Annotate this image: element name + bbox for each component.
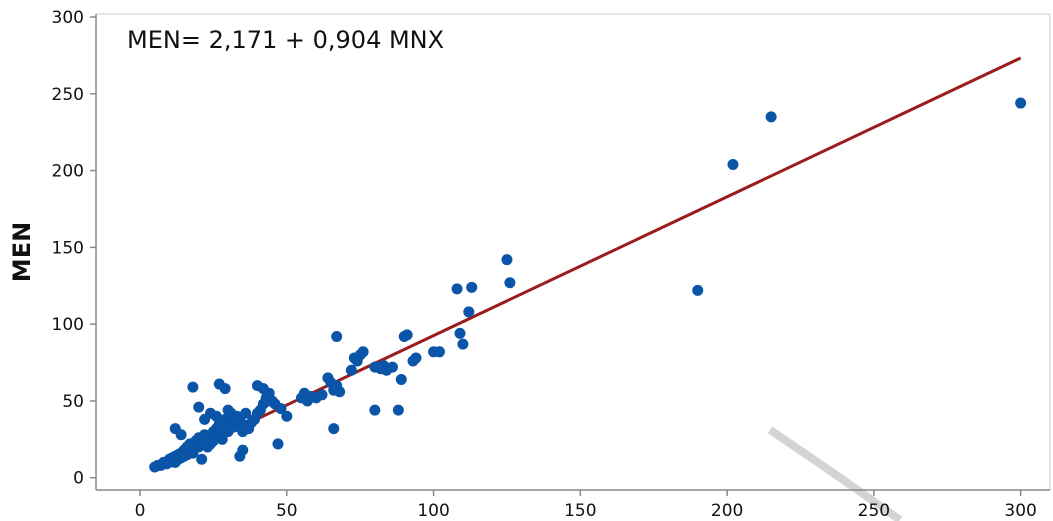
x-tick-label: 300 (1004, 501, 1036, 521)
regression-equation: MEN= 2,171 + 0,904 MNX (127, 26, 444, 54)
data-point (1015, 97, 1027, 109)
data-point (357, 346, 369, 358)
y-tick-label: 50 (62, 392, 84, 412)
data-point (457, 338, 469, 350)
data-point (454, 327, 466, 339)
y-tick-label: 250 (52, 85, 84, 105)
data-point (463, 306, 475, 318)
data-point (765, 111, 777, 123)
data-point (331, 330, 343, 342)
y-tick-label: 150 (52, 238, 84, 258)
data-point (334, 386, 346, 398)
data-point (263, 395, 275, 407)
data-point (392, 404, 404, 416)
y-tick-label: 100 (52, 315, 84, 335)
data-point (216, 416, 228, 428)
data-point (692, 284, 704, 296)
data-point (466, 281, 478, 293)
x-tick-label: 150 (564, 501, 596, 521)
data-point (410, 352, 422, 364)
data-point (275, 403, 287, 415)
data-point (369, 404, 381, 416)
data-point (272, 438, 284, 450)
data-point (501, 254, 513, 266)
data-point (257, 383, 269, 395)
axes: 0 50 100 150 200 250 300 0 50 100 150 200 250 300 (52, 8, 1051, 521)
data-point (216, 433, 228, 445)
data-point (240, 407, 252, 419)
data-point (281, 410, 293, 422)
data-point (386, 361, 398, 373)
data-point (328, 423, 340, 435)
data-point (451, 283, 463, 295)
data-point (237, 444, 249, 456)
data-point (316, 389, 328, 401)
x-tick-label: 50 (276, 501, 298, 521)
data-point (395, 373, 407, 385)
data-point (219, 383, 231, 395)
y-tick-label: 0 (73, 469, 84, 489)
data-point (401, 329, 413, 341)
data-points (149, 97, 1027, 473)
data-point (433, 346, 445, 358)
watermark-arc (767, 426, 903, 521)
data-point (187, 381, 199, 393)
y-tick-label: 200 (52, 162, 84, 182)
y-axis-label: MEN (8, 222, 36, 282)
x-tick-label: 200 (711, 501, 743, 521)
data-point (196, 453, 208, 465)
data-point (193, 401, 205, 413)
data-point (504, 277, 516, 289)
data-point (175, 429, 187, 441)
data-point (345, 364, 357, 376)
x-tick-label: 100 (417, 501, 449, 521)
x-tick-label: 0 (135, 501, 146, 521)
x-tick-label: 250 (858, 501, 890, 521)
data-point (228, 410, 240, 422)
data-point (727, 158, 739, 170)
y-tick-label: 300 (52, 8, 84, 28)
